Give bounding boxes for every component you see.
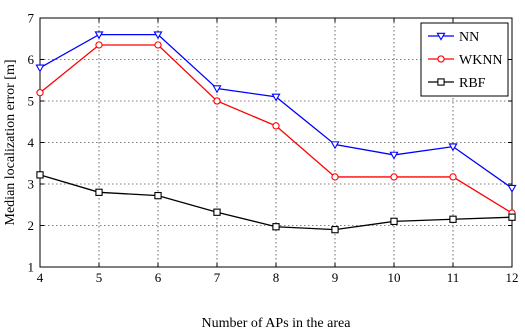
data-point [213, 97, 221, 105]
data-point [448, 143, 458, 152]
data-point [153, 31, 163, 40]
data-point [390, 173, 398, 181]
legend-label: NN [459, 30, 479, 45]
data-point [271, 93, 281, 102]
data-point [95, 41, 103, 49]
data-point [94, 31, 104, 40]
x-tick-label: 7 [214, 270, 221, 285]
x-axis-label: Number of APs in the area [202, 316, 352, 331]
legend: NN WKNN RBF [420, 22, 509, 97]
legend-marker [437, 78, 445, 86]
data-point [390, 217, 398, 225]
legend-entry-rbf: RBF [428, 76, 486, 91]
x-tick-label: 11 [447, 270, 460, 285]
x-tick-label: 5 [96, 270, 103, 285]
x-tick-label: 6 [155, 270, 162, 285]
data-point [95, 188, 103, 196]
data-point [36, 89, 44, 97]
legend-entry-wknn: WKNN [428, 53, 503, 68]
data-point [213, 208, 221, 216]
data-point [154, 191, 162, 200]
y-tick-label: 1 [28, 260, 35, 275]
data-point [330, 141, 340, 150]
series-rbf [36, 171, 516, 234]
legend-label: WKNN [459, 53, 503, 68]
x-tick-label: 12 [506, 270, 519, 285]
x-tick-label: 10 [388, 270, 401, 285]
y-tick-label: 2 [28, 218, 35, 233]
data-point [35, 64, 45, 73]
data-point [449, 215, 457, 223]
y-axis-label: Median localization error [m] [3, 60, 18, 226]
x-tick-label: 9 [332, 270, 339, 285]
data-point [389, 151, 399, 160]
series [35, 31, 517, 234]
y-tick-label: 3 [28, 177, 35, 192]
legend-label: RBF [459, 76, 486, 91]
data-point [331, 226, 339, 234]
data-point [331, 173, 339, 181]
series-wknn [36, 41, 516, 217]
x-tick-label: 8 [273, 270, 280, 285]
y-tick-label: 6 [28, 52, 35, 67]
data-point [508, 213, 516, 221]
y-tick-label: 4 [28, 135, 35, 150]
data-point [272, 122, 280, 130]
data-point [272, 223, 280, 231]
legend-marker [437, 55, 445, 63]
y-tick-label: 5 [28, 94, 35, 109]
legend-marker [436, 32, 446, 41]
y-tick-label: 7 [28, 11, 35, 26]
data-point [36, 171, 44, 179]
x-tick-label: 4 [37, 270, 44, 285]
data-point [212, 85, 222, 94]
data-point [507, 184, 517, 193]
data-point [449, 173, 457, 181]
legend-entry-nn: NN [428, 30, 479, 45]
series-nn [35, 31, 517, 193]
data-point [154, 41, 162, 49]
